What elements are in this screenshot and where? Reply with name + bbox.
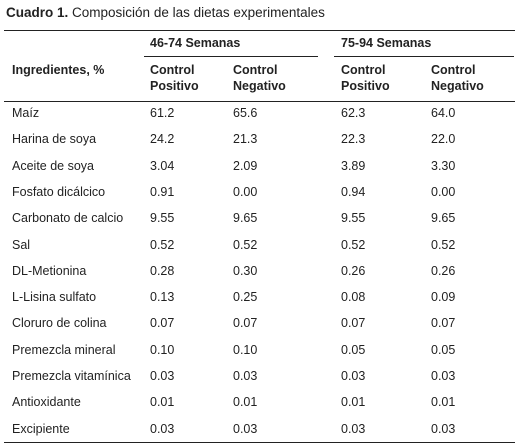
top-rule [4,30,515,31]
table-cell: 0.03 [150,422,175,436]
table-cell: 3.30 [431,159,456,173]
table-cell: 0.05 [431,343,456,357]
ingredient-name: Fosfato dicálcico [12,185,106,199]
table-cell: 0.28 [150,264,175,278]
column-header-line2: Positivo [341,79,390,93]
ingredient-name: Antioxidante [12,395,81,409]
group-header-1: 46-74 Semanas [150,36,241,50]
ingredient-name: Premezcla vitamínica [12,369,131,383]
table-cell: 9.55 [341,211,366,225]
table-cell: 0.52 [431,238,456,252]
table-cell: 9.65 [233,211,258,225]
column-header-line1: Control [341,63,386,77]
ingredient-name: L-Lisina sulfato [12,290,97,304]
table-cell: 3.04 [150,159,175,173]
table-cell: 0.52 [150,238,175,252]
table-cell: 0.10 [150,343,175,357]
table-cell: 21.3 [233,132,258,146]
table-cell: 0.13 [150,290,175,304]
table-cell: 0.00 [431,185,456,199]
ingredient-name: Excipiente [12,422,70,436]
table-cell: 0.08 [341,290,366,304]
table-cell: 0.03 [233,369,258,383]
table-cell: 0.03 [341,369,366,383]
table-cell: 9.55 [150,211,175,225]
table-cell: 0.01 [431,395,456,409]
table-cell: 0.07 [341,316,366,330]
ingredient-name: Aceite de soya [12,159,94,173]
ingredient-name: Maíz [12,106,40,120]
ingredient-column-header: Ingredientes, % [12,63,105,77]
table-cell: 0.94 [341,185,366,199]
column-header-line2: Negativo [233,79,286,93]
column-header: Control Negativo [431,62,484,94]
table-cell: 0.52 [341,238,366,252]
table-cell: 22.3 [341,132,366,146]
table-cell: 0.00 [233,185,258,199]
table-cell: 0.25 [233,290,258,304]
table-caption: Cuadro 1. Composición de las dietas expe… [6,5,325,20]
column-header-line1: Control [431,63,476,77]
column-header-line1: Control [233,63,278,77]
table-cell: 0.07 [431,316,456,330]
table-cell: 0.03 [431,422,456,436]
table-cell: 0.52 [233,238,258,252]
group-header-2: 75-94 Semanas [341,36,432,50]
table-cell: 0.30 [233,264,258,278]
table-cell: 0.05 [341,343,366,357]
table-cell: 0.07 [150,316,175,330]
ingredient-name: Harina de soya [12,132,97,146]
table-cell: 3.89 [341,159,366,173]
table-cell: 0.26 [431,264,456,278]
table-cell: 24.2 [150,132,175,146]
table-cell: 0.03 [341,422,366,436]
ingredient-name: Sal [12,238,31,252]
table-cell: 0.03 [431,369,456,383]
caption-text: Composición de las dietas experimentales [72,5,325,20]
table-cell: 0.01 [233,395,258,409]
caption-label: Cuadro 1. [6,5,69,20]
table-cell: 0.07 [233,316,258,330]
table-cell: 22.0 [431,132,456,146]
ingredient-name: Cloruro de colina [12,316,107,330]
table-cell: 0.91 [150,185,175,199]
column-header: Control Negativo [233,62,286,94]
ingredient-name: DL-Metionina [12,264,87,278]
ingredient-name: Premezcla mineral [12,343,116,357]
column-header: Control Positivo [150,62,199,94]
table-cell: 61.2 [150,106,175,120]
table-cell: 64.0 [431,106,456,120]
ingredient-name: Carbonato de calcio [12,211,124,225]
table-cell: 0.03 [233,422,258,436]
column-header-line2: Negativo [431,79,484,93]
table-cell: 0.09 [431,290,456,304]
column-header-line2: Positivo [150,79,199,93]
group-rule-1 [144,56,318,57]
table-cell: 2.09 [233,159,258,173]
bottom-rule [4,442,515,443]
table-cell: 0.10 [233,343,258,357]
column-header-line1: Control [150,63,195,77]
table-cell: 62.3 [341,106,366,120]
table-cell: 65.6 [233,106,258,120]
table-cell: 0.01 [150,395,175,409]
table-cell: 0.26 [341,264,366,278]
column-header: Control Positivo [341,62,390,94]
table-cell: 0.03 [150,369,175,383]
table-cell: 9.65 [431,211,456,225]
header-bottom-rule [4,101,515,102]
group-rule-2 [334,56,514,57]
table-cell: 0.01 [341,395,366,409]
